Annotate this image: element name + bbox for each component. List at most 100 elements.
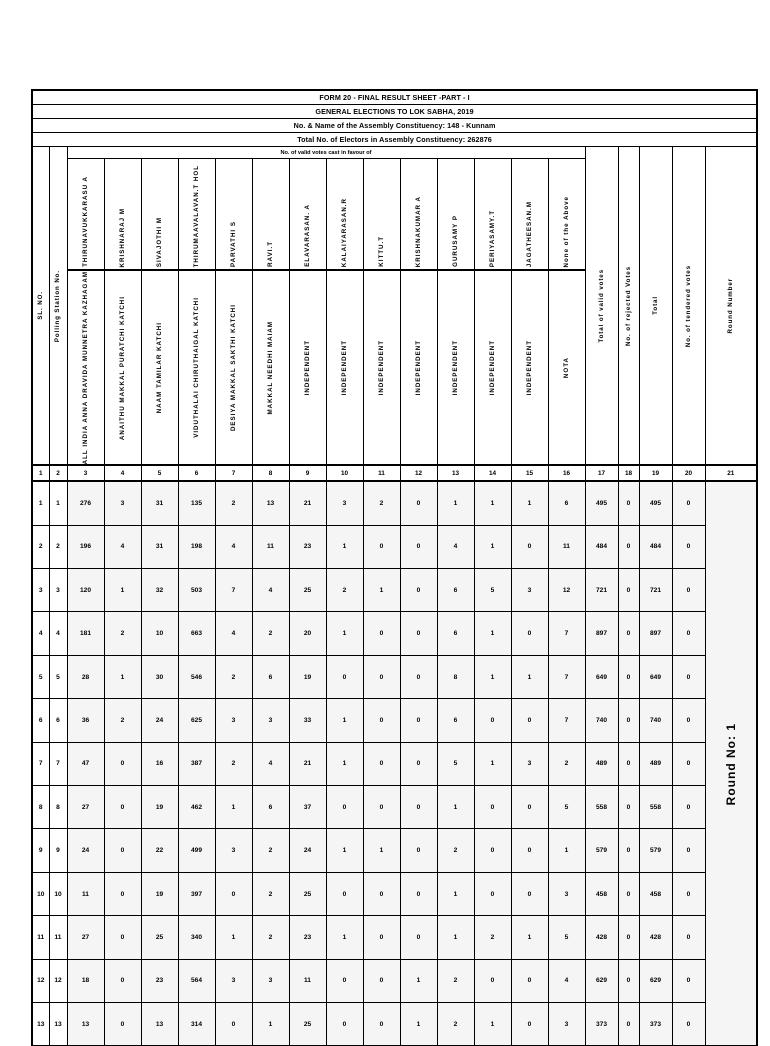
row-vote-count: 6 bbox=[436, 611, 475, 656]
row-vote-count: 1 bbox=[510, 654, 549, 700]
row-vote-count: 2 bbox=[103, 611, 142, 656]
row-rejected-votes: 0 bbox=[617, 611, 640, 656]
row-vote-count: 18 bbox=[66, 958, 105, 1004]
row-vote-count: 2 bbox=[251, 828, 290, 873]
header-round-number: Round Number bbox=[704, 146, 759, 466]
row-vote-count: 30 bbox=[140, 654, 179, 700]
row-vote-count: 1 bbox=[103, 568, 142, 613]
row-vote-count: 3 bbox=[214, 828, 253, 873]
row-tendered-votes: 0 bbox=[671, 524, 706, 570]
row-tendered-votes: 0 bbox=[671, 871, 706, 917]
row-polling-station-no: 6 bbox=[48, 698, 68, 743]
row-vote-count: 0 bbox=[399, 524, 438, 570]
column-number: 11 bbox=[362, 464, 401, 483]
candidate-name-row: THIRUNAVUKKARASU A KRISHNARAJ M SIVAJOTH… bbox=[32, 158, 757, 271]
row-vote-count: 2 bbox=[473, 915, 512, 960]
row-vote-count: 0 bbox=[399, 741, 438, 787]
column-number: 8 bbox=[251, 464, 290, 483]
row-vote-count: 1 bbox=[214, 785, 253, 830]
row-vote-count: 1 bbox=[325, 915, 364, 960]
row-vote-count: 21 bbox=[288, 741, 327, 787]
row-sl-no: 6 bbox=[31, 698, 50, 743]
row-tendered-votes: 0 bbox=[671, 915, 706, 960]
row-total-valid-votes: 484 bbox=[584, 524, 619, 570]
column-number: 7 bbox=[214, 464, 253, 483]
party-abbrev-cell: DESIYA MAKKAL SAKTHI KATCHI bbox=[214, 268, 253, 466]
row-vote-count: 196 bbox=[66, 524, 105, 570]
row-total-valid-votes: 428 bbox=[584, 915, 619, 960]
row-vote-count: 11 bbox=[66, 871, 105, 917]
column-number: 4 bbox=[103, 464, 142, 483]
row-vote-count: 8 bbox=[436, 654, 475, 700]
row-total: 484 bbox=[638, 524, 673, 570]
row-sl-no: 2 bbox=[31, 524, 50, 570]
row-vote-count: 1 bbox=[473, 741, 512, 787]
row-vote-count: 0 bbox=[510, 828, 549, 873]
row-vote-count: 0 bbox=[473, 785, 512, 830]
row-sl-no: 7 bbox=[31, 741, 50, 787]
row-vote-count: 3 bbox=[251, 698, 290, 743]
row-polling-station-no: 8 bbox=[48, 785, 68, 830]
row-vote-count: 1 bbox=[325, 611, 364, 656]
row-vote-count: 24 bbox=[140, 698, 179, 743]
row-vote-count: 24 bbox=[288, 828, 327, 873]
table-row: 7 7 47 0 16 387 2 4 21 1 0 0 5 1 3 2 489 0 489 0 bbox=[31, 741, 757, 787]
row-rejected-votes: 0 bbox=[617, 871, 640, 917]
column-number: 17 bbox=[584, 464, 619, 483]
row-vote-count: 33 bbox=[288, 698, 327, 743]
row-vote-count: 20 bbox=[288, 611, 327, 656]
row-sl-no: 9 bbox=[31, 828, 50, 873]
row-vote-count: 1 bbox=[436, 785, 475, 830]
row-vote-count: 0 bbox=[325, 785, 364, 830]
row-vote-count: 12 bbox=[547, 568, 586, 613]
row-vote-count: 1 bbox=[325, 524, 364, 570]
row-total-valid-votes: 721 bbox=[584, 568, 619, 613]
row-vote-count: 0 bbox=[510, 1001, 549, 1046]
row-vote-count: 120 bbox=[66, 568, 105, 613]
row-vote-count: 0 bbox=[103, 915, 142, 960]
row-vote-count: 0 bbox=[103, 958, 142, 1004]
row-vote-count: 16 bbox=[140, 741, 179, 787]
candidate-name-cell: PARVATHI S bbox=[214, 158, 253, 271]
row-vote-count: 5 bbox=[436, 741, 475, 787]
row-total: 489 bbox=[638, 741, 673, 787]
candidate-name-cell: GURUSAMY P bbox=[436, 158, 475, 271]
header-total: Total bbox=[638, 146, 673, 466]
row-vote-count: 27 bbox=[66, 785, 105, 830]
row-vote-count: 1 bbox=[362, 568, 401, 613]
table-row: 10 10 11 0 19 397 0 2 25 0 0 0 1 0 0 3 458 0 458 0 bbox=[31, 871, 757, 917]
party-abbrev-cell: INDEPENDENT bbox=[325, 268, 364, 466]
header-total-valid-votes: Total of valid votes bbox=[584, 146, 619, 466]
row-total-valid-votes: 489 bbox=[584, 741, 619, 787]
election-title: GENERAL ELECTIONS TO LOK SABHA, 2019 bbox=[30, 104, 759, 119]
row-vote-count: 13 bbox=[251, 480, 290, 526]
party-abbrev-cell: INDEPENDENT bbox=[399, 268, 438, 466]
row-vote-count: 25 bbox=[288, 1001, 327, 1046]
row-vote-count: 0 bbox=[362, 741, 401, 787]
row-vote-count: 0 bbox=[103, 871, 142, 917]
row-vote-count: 0 bbox=[103, 1001, 142, 1046]
row-vote-count: 1 bbox=[436, 480, 475, 526]
row-vote-count: 1 bbox=[251, 1001, 290, 1046]
row-vote-count: 36 bbox=[66, 698, 105, 743]
row-vote-count: 0 bbox=[214, 871, 253, 917]
row-vote-count: 4 bbox=[251, 741, 290, 787]
column-number: 9 bbox=[288, 464, 327, 483]
row-vote-count: 32 bbox=[140, 568, 179, 613]
row-vote-count: 0 bbox=[103, 785, 142, 830]
row-vote-count: 462 bbox=[177, 785, 216, 830]
candidate-name-cell: THIRUMAAVALAVAN.T HOL bbox=[177, 158, 216, 271]
row-vote-count: 6 bbox=[547, 480, 586, 526]
row-vote-count: 19 bbox=[140, 871, 179, 917]
row-vote-count: 0 bbox=[399, 828, 438, 873]
row-vote-count: 3 bbox=[510, 741, 549, 787]
valid-votes-span-row: SL. NO. Polling Station No. No. of valid… bbox=[31, 146, 759, 466]
row-vote-count: 2 bbox=[436, 1001, 475, 1046]
row-vote-count: 0 bbox=[362, 1001, 401, 1046]
row-vote-count: 1 bbox=[473, 1001, 512, 1046]
row-sl-no: 5 bbox=[31, 654, 50, 700]
party-abbrev-cell: INDEPENDENT bbox=[473, 268, 512, 466]
row-tendered-votes: 0 bbox=[671, 568, 706, 613]
row-sl-no: 12 bbox=[31, 958, 50, 1004]
table-row: 3 3 120 1 32 503 7 4 25 2 1 0 6 5 3 12 721 0 721 0 bbox=[31, 568, 757, 613]
